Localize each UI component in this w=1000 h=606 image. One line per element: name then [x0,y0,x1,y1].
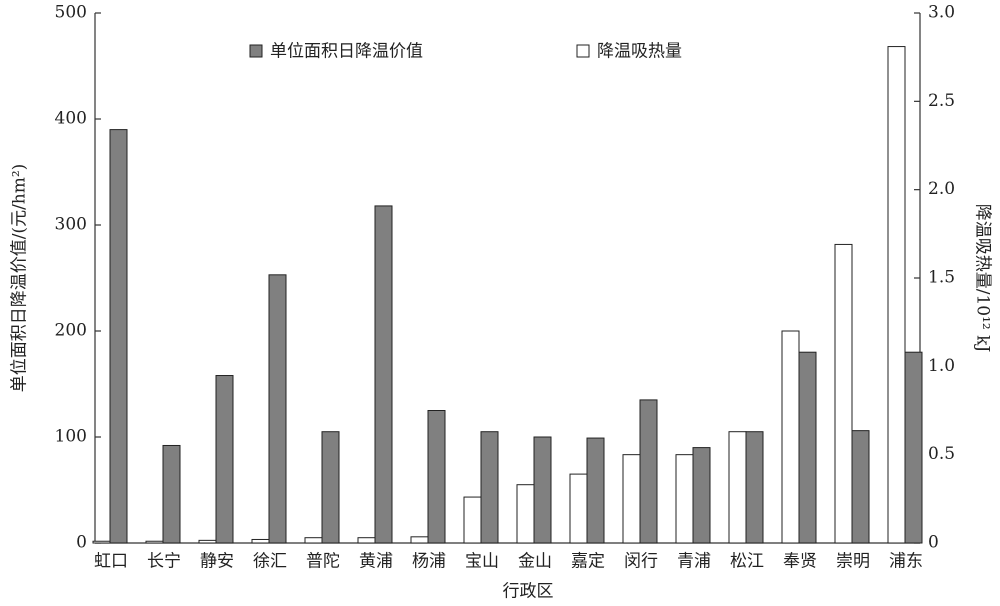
legend-swatch [249,44,263,58]
x-tick-label: 崇明 [836,552,870,572]
x-tick-label: 虹口 [94,552,128,572]
bar [834,243,853,544]
bar [728,431,747,544]
x-tick-label: 长宁 [147,552,181,572]
bar [145,540,164,544]
legend-label: 单位面积日降温价值 [270,42,423,62]
y2-tick-label: 0 [928,533,939,553]
x-tick-label: 宝山 [465,552,499,572]
bar [162,444,181,544]
bar [516,484,535,544]
y-tick-label: 0 [76,533,87,553]
y2-tick-label: 1.0 [928,356,955,376]
y2-tick-label: 3.0 [928,3,955,23]
bar [639,399,658,544]
bar [622,454,641,544]
y-tick-label: 300 [55,215,87,235]
bar [374,205,393,544]
bar [887,46,906,544]
x-tick-label: 普陀 [306,552,340,572]
y2-tick-label: 2.5 [928,91,955,111]
bar [304,537,323,544]
bar [268,274,287,544]
y2-tick-label: 0.5 [928,444,955,464]
bar [251,538,270,544]
legend-label: 降温吸热量 [597,42,682,62]
bar [692,447,711,544]
y-tick-label: 100 [55,427,87,447]
x-tick-label: 嘉定 [571,552,605,572]
bar [569,473,588,544]
y-tick-label: 500 [55,3,87,23]
bar [463,496,482,544]
x-tick-label: 松江 [730,552,764,572]
x-tick-label: 徐汇 [253,552,287,572]
x-tick-label: 静安 [200,552,234,572]
bar [215,375,234,544]
bar [92,540,111,544]
x-tick-label: 黄浦 [359,552,393,572]
bar [321,431,340,544]
x-tick-label: 闵行 [624,552,658,572]
y-tick-label: 400 [55,109,87,129]
bar [109,129,128,544]
x-tick-label: 浦东 [889,552,923,572]
x-tick-label: 奉贤 [783,552,817,572]
bar [480,431,499,544]
x-tick-label: 青浦 [677,552,711,572]
y2-axis-label: 降温吸热量/10¹² kJ [973,204,993,353]
bar [745,431,764,544]
bar [198,539,217,544]
bar [427,410,446,544]
x-tick-label: 杨浦 [412,552,446,572]
bar [533,436,552,544]
y2-tick-label: 2.0 [928,179,955,199]
bar [781,330,800,544]
x-tick-label: 金山 [518,552,552,572]
legend-swatch [576,44,590,58]
y2-tick-label: 1.5 [928,268,955,288]
bar [675,454,694,544]
bar [357,537,376,544]
bar [798,351,817,544]
bar [586,437,605,544]
bar [904,351,923,544]
bar [851,430,870,544]
y-axis-label: 单位面积日降温价值/(元/hm²) [10,164,30,393]
bar [410,536,429,544]
x-axis-label: 行政区 [503,582,554,602]
y-tick-label: 200 [55,321,87,341]
